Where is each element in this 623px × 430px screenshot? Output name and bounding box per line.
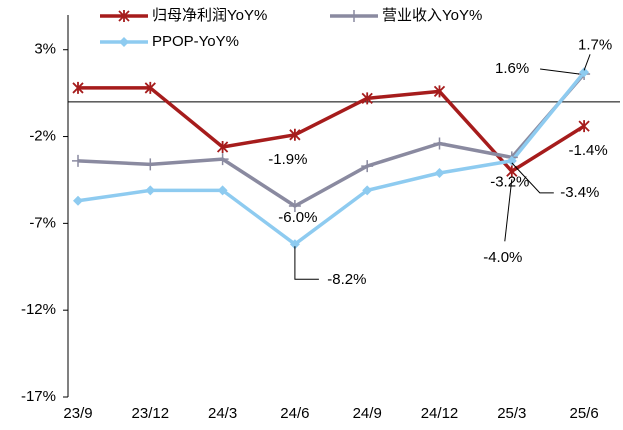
marker — [361, 92, 373, 105]
series-line — [78, 86, 586, 174]
marker — [73, 195, 83, 206]
marker — [145, 185, 156, 196]
leader-line — [294, 246, 319, 280]
y-tick-label: -17% — [21, 388, 56, 405]
y-tick-label: 3% — [34, 41, 56, 58]
marker — [579, 67, 590, 78]
marker — [216, 140, 229, 153]
legend-label: PPOP-YoY% — [152, 33, 239, 50]
x-tick-label: 25/3 — [497, 405, 526, 422]
marker — [506, 155, 517, 166]
data-label: -6.0% — [278, 209, 317, 226]
marker — [289, 128, 301, 141]
marker — [362, 185, 373, 196]
leader-line — [511, 162, 554, 194]
x-tick-label: 24/9 — [353, 405, 382, 422]
marker — [578, 120, 590, 133]
marker — [348, 10, 360, 22]
y-tick-label: -2% — [29, 128, 56, 145]
marker — [433, 137, 446, 150]
leader-line — [583, 54, 591, 71]
x-tick-label: 23/9 — [63, 405, 92, 422]
x-tick-label: 24/3 — [208, 405, 237, 422]
marker — [217, 185, 228, 196]
data-label: -1.9% — [268, 151, 307, 168]
data-label: -8.2% — [327, 271, 366, 288]
marker — [506, 165, 518, 178]
leader-line — [540, 68, 580, 75]
x-tick-label: 23/12 — [132, 405, 170, 422]
marker — [118, 10, 130, 22]
marker — [72, 81, 84, 94]
marker — [119, 37, 129, 47]
y-tick-label: -7% — [29, 214, 56, 231]
leader-line — [504, 179, 513, 242]
marker — [72, 154, 84, 167]
series-line — [77, 71, 586, 246]
marker — [433, 85, 446, 98]
marker — [361, 160, 374, 173]
x-tick-label: 24/12 — [421, 405, 459, 422]
data-label: 1.6% — [495, 60, 529, 77]
data-label: -1.4% — [569, 142, 608, 159]
marker — [434, 168, 445, 179]
marker — [288, 200, 301, 212]
x-tick-label: 25/6 — [569, 405, 598, 422]
marker — [289, 239, 300, 250]
data-label: -3.4% — [560, 184, 599, 201]
marker — [144, 158, 157, 171]
marker — [144, 81, 156, 94]
data-label: -4.0% — [483, 249, 522, 266]
data-label: 1.7% — [578, 36, 612, 53]
legend-label: 营业收入YoY% — [382, 7, 482, 24]
series-line — [77, 72, 586, 208]
marker — [216, 153, 229, 166]
legend-label: 归母净利润YoY% — [152, 7, 267, 24]
y-tick-label: -12% — [21, 301, 56, 318]
data-label: -3.2% — [490, 173, 529, 190]
x-tick-label: 24/6 — [280, 405, 309, 422]
